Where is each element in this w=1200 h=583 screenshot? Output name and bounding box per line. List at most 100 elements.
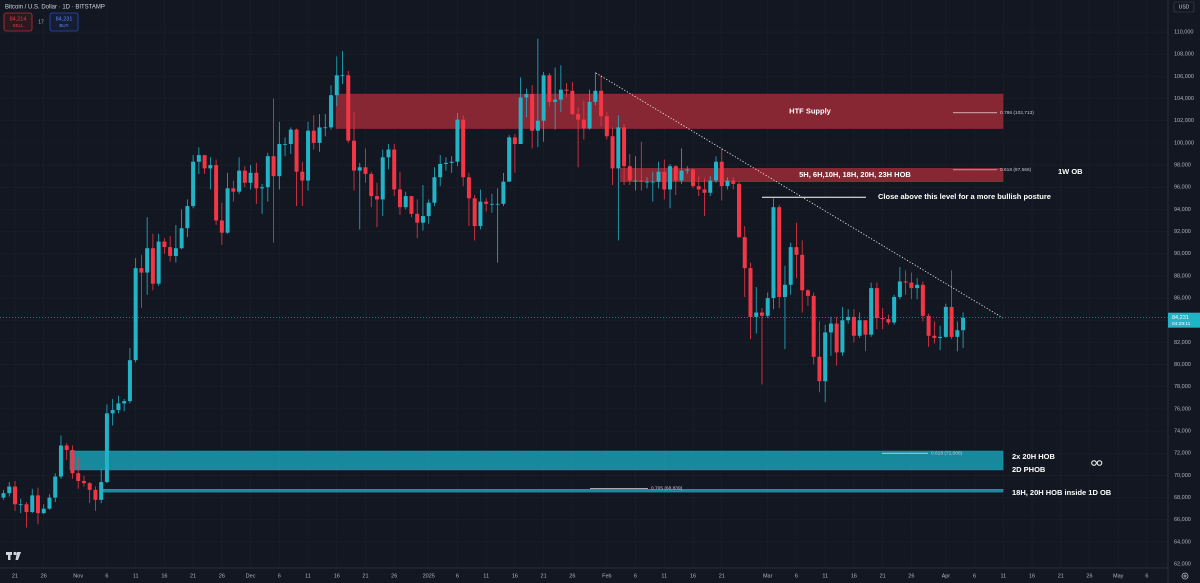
candle-body	[627, 166, 632, 181]
x-tick-label: 16	[161, 573, 167, 579]
candle-body	[863, 320, 868, 335]
zone-label: HTF Supply	[789, 106, 831, 115]
candle-body	[214, 165, 219, 221]
candle-body	[260, 187, 265, 189]
x-tick-label: Dec	[246, 573, 256, 579]
candle-body	[277, 143, 282, 177]
x-tick-label: 21	[719, 573, 725, 579]
candle-body	[530, 94, 535, 131]
candle-body	[622, 127, 627, 167]
candle-body	[541, 75, 546, 121]
x-tick-label: 26	[391, 573, 397, 579]
candle-body	[714, 161, 719, 181]
candle-body	[415, 213, 420, 223]
candle-body	[897, 281, 902, 297]
y-tick-label: 98,000	[1174, 163, 1191, 169]
x-tick-label: 16	[334, 573, 340, 579]
candle-body	[645, 181, 650, 183]
candle-body	[461, 119, 466, 178]
x-tick-label: 26	[569, 573, 575, 579]
candle-body	[265, 156, 270, 188]
x-tick-label: 6	[634, 573, 637, 579]
candle-body	[857, 320, 862, 336]
candle-body	[150, 248, 155, 284]
candle-body	[7, 486, 12, 494]
candle-body	[949, 306, 954, 337]
symbol-title: Bitcoin / U.S. Dollar · 1D · BITSTAMP	[5, 5, 105, 11]
candle-body	[800, 254, 805, 291]
buy-price: 84,231	[56, 16, 73, 22]
note: 1W OB	[1058, 167, 1083, 176]
candle-body	[99, 482, 104, 500]
candle-body	[24, 504, 29, 513]
candle-body	[639, 180, 644, 182]
candle-body	[777, 207, 782, 297]
x-tick-label: 6	[795, 573, 798, 579]
candle-body	[12, 486, 17, 505]
sell-button[interactable]	[3, 12, 33, 32]
candle-body	[70, 449, 75, 474]
fib-label: 0.618 (97,566)	[1000, 167, 1032, 173]
candle-body	[811, 295, 816, 357]
candle-body	[869, 288, 874, 335]
candle-body	[794, 247, 799, 255]
note: 2x 20H HOB	[1012, 452, 1056, 461]
candle-body	[489, 203, 494, 205]
x-tick-label: 11	[305, 573, 311, 579]
note: 18H, 20H HOB inside 1D OB	[1012, 488, 1112, 497]
candle-body	[432, 177, 437, 203]
candle-body	[311, 130, 316, 143]
candle-body	[581, 119, 586, 129]
candle-body	[357, 167, 362, 171]
candle-body	[668, 166, 673, 190]
candle-body	[392, 149, 397, 190]
y-tick-label: 70,000	[1174, 473, 1191, 479]
candle-body	[719, 161, 724, 187]
candle-body	[507, 137, 512, 182]
candle-body	[294, 129, 299, 172]
zone	[102, 488, 1004, 493]
x-tick-label: 16	[1029, 573, 1035, 579]
candle-body	[742, 237, 747, 269]
zone-label: 5H, 6H,10H, 18H, 20H, 23H HOB	[799, 170, 911, 179]
candle-body	[708, 180, 713, 193]
last-price-label: 84,231	[1172, 315, 1189, 321]
trendline	[595, 72, 1004, 319]
candle-body	[759, 312, 764, 316]
candle-body	[191, 161, 196, 207]
candle-body	[725, 180, 730, 187]
candle-body	[851, 316, 856, 336]
candle-body	[593, 90, 598, 102]
candle-body	[104, 413, 109, 483]
x-tick-label: 26	[41, 573, 47, 579]
y-tick-label: 66,000	[1174, 517, 1191, 523]
candle-body	[823, 332, 828, 382]
candle-body	[938, 336, 943, 338]
plot: HTF Supply 5H, 6H,10H, 18H, 20H, 23H HOB 0…	[0, 38, 1168, 528]
candle-body	[248, 172, 253, 183]
candle-body	[426, 202, 431, 217]
candle-body	[122, 401, 127, 404]
candle-body	[179, 228, 184, 249]
candle-body	[300, 171, 305, 181]
currency-button[interactable]	[1173, 1, 1195, 13]
eye-icon[interactable]	[1091, 460, 1103, 466]
y-tick-label: 102,000	[1174, 118, 1194, 124]
candle-body	[604, 116, 609, 137]
candle-body	[932, 335, 937, 338]
candle-body	[127, 360, 132, 402]
buy-button[interactable]	[49, 12, 79, 32]
candle-body	[219, 220, 224, 233]
x-tick-label: 6	[973, 573, 976, 579]
settings-icon[interactable]	[1181, 572, 1189, 580]
x-tick-label: 21	[880, 573, 886, 579]
candle-body	[788, 247, 793, 285]
candle-body	[1, 493, 6, 498]
candle-body	[484, 201, 489, 204]
candle-body	[955, 330, 960, 337]
note: 2D PHOB	[1012, 465, 1046, 474]
spread: 17	[38, 19, 44, 25]
x-tick-label: 21	[190, 573, 196, 579]
y-tick-label: 106,000	[1174, 74, 1194, 80]
